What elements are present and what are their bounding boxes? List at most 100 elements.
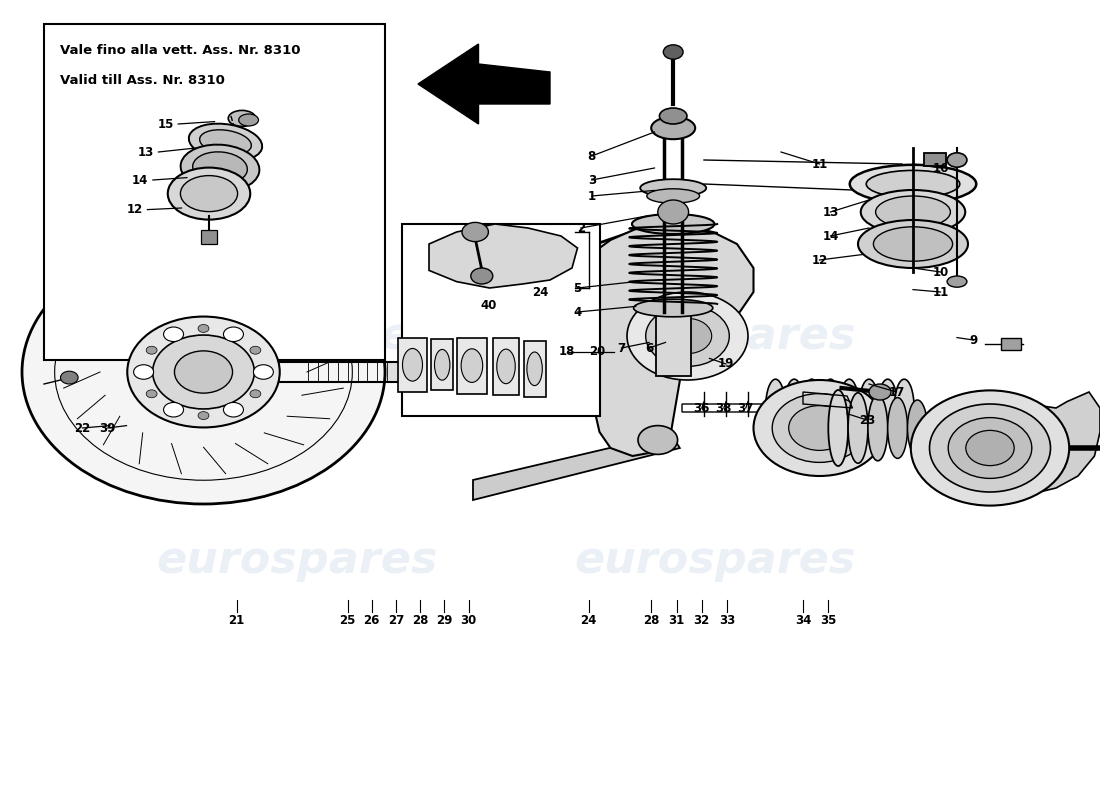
Text: 14: 14 — [823, 230, 838, 242]
Circle shape — [146, 390, 157, 398]
Circle shape — [930, 404, 1050, 492]
Ellipse shape — [634, 299, 713, 317]
Circle shape — [911, 390, 1069, 506]
Polygon shape — [473, 434, 680, 500]
Bar — [402, 224, 600, 416]
Text: 15: 15 — [157, 118, 174, 130]
Bar — [456, 338, 487, 394]
Circle shape — [869, 384, 891, 400]
Ellipse shape — [849, 165, 977, 203]
Circle shape — [646, 306, 729, 366]
Circle shape — [663, 318, 712, 354]
Ellipse shape — [640, 179, 706, 197]
Bar — [493, 338, 519, 395]
Ellipse shape — [434, 350, 450, 380]
Polygon shape — [429, 224, 578, 288]
Ellipse shape — [873, 227, 953, 261]
Ellipse shape — [848, 393, 868, 463]
Text: 6: 6 — [645, 342, 653, 354]
Text: eurospares: eurospares — [156, 314, 438, 358]
Text: 33: 33 — [719, 614, 735, 626]
Ellipse shape — [858, 220, 968, 268]
Ellipse shape — [229, 110, 255, 126]
Polygon shape — [556, 224, 754, 456]
Circle shape — [198, 325, 209, 333]
Text: 39: 39 — [100, 422, 116, 434]
Ellipse shape — [651, 117, 695, 139]
Circle shape — [223, 402, 243, 417]
Circle shape — [789, 406, 850, 450]
Text: 28: 28 — [644, 614, 659, 626]
Circle shape — [250, 346, 261, 354]
Text: 14: 14 — [132, 174, 148, 186]
Ellipse shape — [947, 153, 967, 167]
Circle shape — [223, 327, 243, 342]
Ellipse shape — [180, 176, 238, 212]
Circle shape — [198, 411, 209, 419]
Bar — [431, 339, 453, 390]
Ellipse shape — [839, 379, 859, 437]
Text: 19: 19 — [718, 358, 734, 370]
Circle shape — [164, 402, 184, 417]
Text: 2: 2 — [576, 222, 585, 234]
Text: Valid till Ass. Nr. 8310: Valid till Ass. Nr. 8310 — [60, 74, 226, 87]
Bar — [44, 24, 385, 360]
Text: 40: 40 — [481, 299, 497, 312]
Text: 4: 4 — [573, 306, 582, 318]
Ellipse shape — [828, 390, 848, 466]
Ellipse shape — [527, 352, 542, 386]
Text: 24: 24 — [581, 614, 596, 626]
Text: 13: 13 — [823, 206, 838, 218]
Circle shape — [153, 335, 254, 409]
Text: 21: 21 — [229, 614, 244, 626]
Circle shape — [754, 380, 886, 476]
Ellipse shape — [859, 379, 879, 437]
Circle shape — [627, 292, 748, 380]
Ellipse shape — [631, 214, 715, 234]
Text: 11: 11 — [812, 158, 827, 170]
Text: 8: 8 — [587, 150, 596, 162]
Circle shape — [462, 222, 488, 242]
Bar — [398, 338, 427, 392]
Ellipse shape — [766, 379, 785, 437]
Ellipse shape — [876, 196, 950, 228]
Bar — [524, 341, 546, 397]
Text: 28: 28 — [412, 614, 428, 626]
Text: 32: 32 — [694, 614, 710, 626]
Ellipse shape — [868, 395, 888, 461]
Bar — [275, 362, 572, 382]
Text: 20: 20 — [590, 346, 605, 358]
Bar — [201, 230, 217, 244]
Ellipse shape — [192, 152, 248, 184]
Ellipse shape — [167, 168, 251, 219]
Circle shape — [638, 426, 678, 454]
Text: 18: 18 — [559, 346, 574, 358]
Ellipse shape — [658, 200, 689, 224]
Ellipse shape — [199, 130, 252, 155]
Ellipse shape — [659, 108, 686, 124]
Ellipse shape — [403, 349, 422, 381]
Ellipse shape — [867, 170, 959, 198]
Text: 7: 7 — [617, 342, 626, 354]
Circle shape — [22, 240, 385, 504]
Circle shape — [133, 365, 154, 379]
Ellipse shape — [461, 349, 483, 382]
Text: 29: 29 — [437, 614, 452, 626]
Text: 26: 26 — [364, 614, 380, 626]
Text: 3: 3 — [587, 174, 596, 186]
Ellipse shape — [878, 379, 898, 437]
Circle shape — [471, 268, 493, 284]
Circle shape — [164, 327, 184, 342]
Text: 11: 11 — [933, 286, 948, 298]
Text: 25: 25 — [340, 614, 355, 626]
Text: 36: 36 — [694, 402, 710, 414]
Text: 12: 12 — [812, 254, 827, 266]
Text: 17: 17 — [889, 386, 904, 398]
Text: 5: 5 — [573, 282, 582, 294]
Text: eurospares: eurospares — [574, 314, 856, 358]
Ellipse shape — [821, 379, 840, 437]
Text: 23: 23 — [859, 414, 874, 426]
Text: 38: 38 — [716, 402, 732, 414]
Text: eurospares: eurospares — [156, 538, 438, 582]
Text: 12: 12 — [126, 203, 143, 216]
